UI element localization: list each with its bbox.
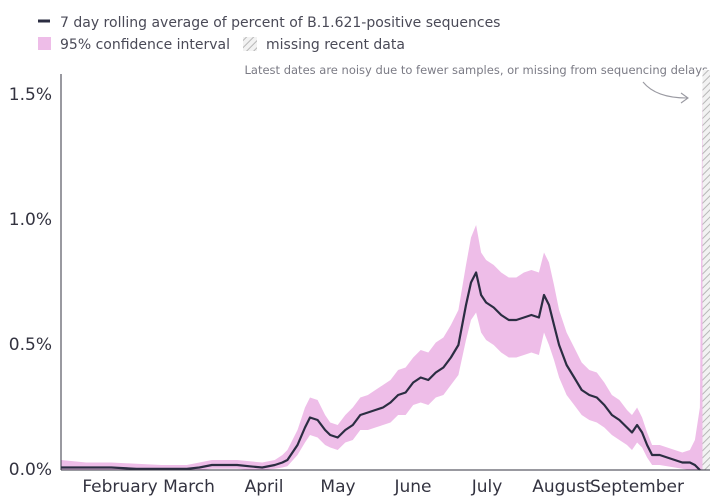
x-ticks: February March April May June July Augus… bbox=[82, 477, 684, 497]
annotation-arrow bbox=[642, 81, 688, 99]
annotation-text: Latest dates are noisy due to fewer samp… bbox=[245, 63, 708, 77]
y-ticks: 0.0% 0.5% 1.0% 1.5% bbox=[9, 85, 52, 480]
legend-missing-label: missing recent data bbox=[266, 37, 405, 53]
y-tick-label: 0.0% bbox=[9, 460, 52, 480]
x-tick-label: March bbox=[163, 477, 215, 497]
missing-data-region bbox=[702, 70, 710, 470]
y-tick-label: 1.5% bbox=[9, 85, 52, 105]
confidence-band bbox=[61, 82, 703, 470]
y-tick-label: 1.0% bbox=[9, 210, 52, 230]
y-tick-label: 0.5% bbox=[9, 335, 52, 355]
legend-band-swatch bbox=[38, 37, 51, 50]
legend-missing-swatch bbox=[243, 37, 257, 51]
legend-line-label: 7 day rolling average of percent of B.1.… bbox=[60, 15, 500, 31]
legend-band-label: 95% confidence interval bbox=[60, 37, 230, 53]
annotation-arrowhead bbox=[680, 92, 689, 104]
x-tick-label: February bbox=[82, 477, 157, 497]
x-tick-label: June bbox=[393, 477, 431, 497]
legend: 7 day rolling average of percent of B.1.… bbox=[38, 15, 500, 53]
x-tick-label: September bbox=[590, 477, 684, 497]
x-tick-label: April bbox=[245, 477, 284, 497]
x-tick-label: May bbox=[320, 477, 355, 497]
x-tick-label: August bbox=[532, 477, 592, 497]
rolling-average-line bbox=[61, 271, 701, 471]
x-tick-label: July bbox=[471, 477, 503, 497]
